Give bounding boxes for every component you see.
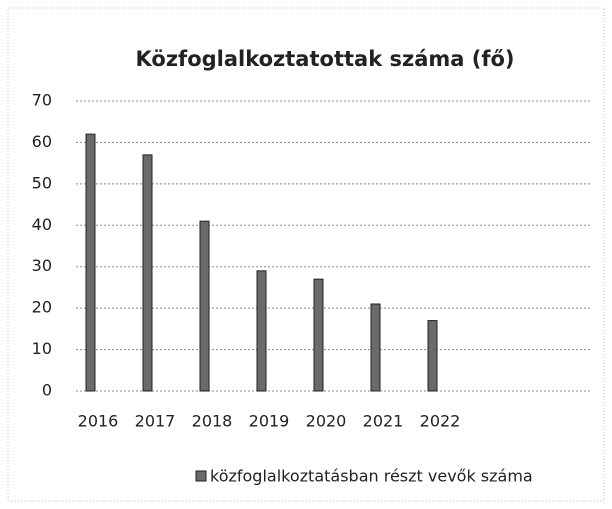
y-tick-label: 70 (32, 91, 52, 110)
x-tick-label: 2019 (249, 412, 290, 431)
chart-title: Közfoglalkoztatottak száma (fő) (136, 47, 515, 71)
x-tick-label: 2018 (192, 412, 233, 431)
bar (313, 278, 324, 392)
bar (370, 303, 381, 392)
bar (199, 220, 210, 392)
legend-label: közfoglalkoztatásban részt vevők száma (210, 467, 533, 486)
y-tick-label: 40 (32, 215, 52, 234)
bar (256, 270, 267, 392)
x-tick-label: 2021 (363, 412, 404, 431)
chart-frame (7, 7, 605, 502)
y-tick-label: 60 (32, 132, 52, 151)
x-tick-label: 2017 (135, 412, 176, 431)
bar (427, 320, 438, 392)
bar (85, 133, 96, 392)
y-tick-label: 30 (32, 256, 52, 275)
x-tick-label: 2020 (306, 412, 347, 431)
bar (142, 154, 153, 392)
y-tick-label: 0 (42, 381, 52, 400)
legend-swatch (195, 470, 207, 482)
x-tick-label: 2016 (78, 412, 119, 431)
y-tick-label: 20 (32, 298, 52, 317)
x-tick-label: 2022 (420, 412, 461, 431)
y-tick-label: 10 (32, 339, 52, 358)
y-tick-label: 50 (32, 173, 52, 192)
